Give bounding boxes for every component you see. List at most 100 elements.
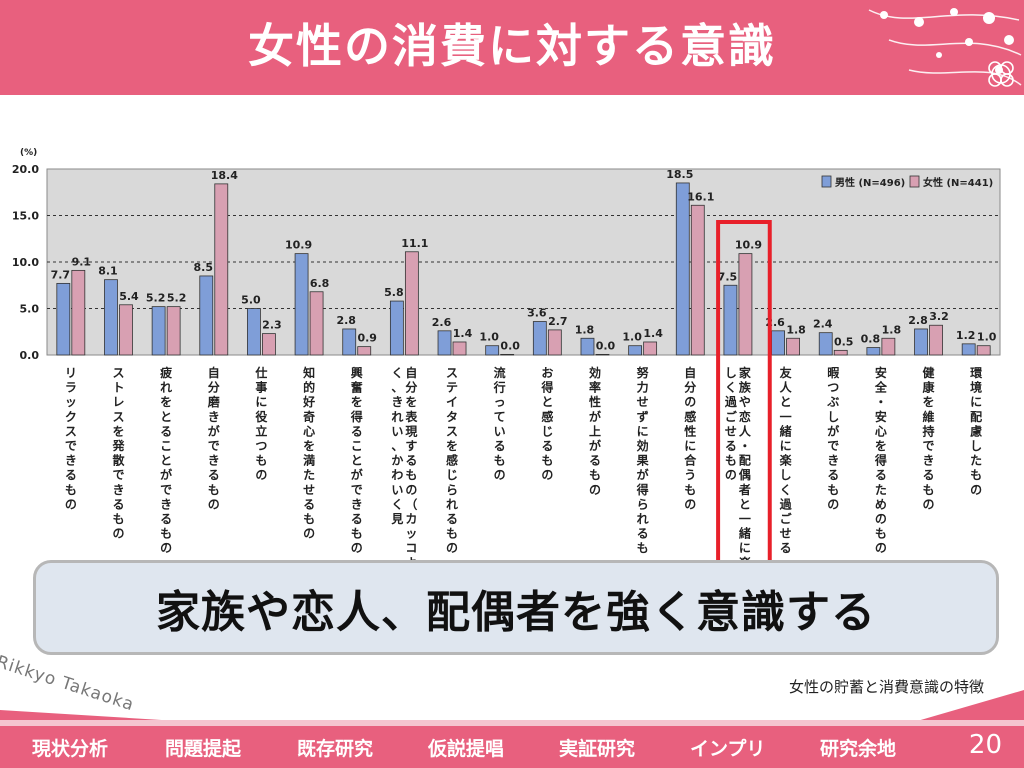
- y-tick-label: 20.0: [12, 163, 39, 176]
- data-label: 10.9: [735, 239, 762, 252]
- data-label: 2.6: [432, 316, 452, 329]
- bar: [547, 329, 562, 356]
- bar: [628, 345, 643, 356]
- bar: [675, 182, 690, 356]
- bar: [485, 345, 500, 356]
- bar: [357, 346, 372, 356]
- legend-swatch: [909, 175, 920, 188]
- nav-kasetsu-teisho[interactable]: 仮説提唱: [428, 738, 505, 760]
- category-label: 自分の感性に合うもの: [683, 365, 697, 511]
- data-label: 6.8: [310, 277, 330, 290]
- page-title: 女性の消費に対する意識: [248, 19, 776, 73]
- data-label: 10.9: [285, 239, 312, 252]
- nav-kenkyu-yochi[interactable]: 研究余地: [820, 738, 897, 760]
- data-label: 11.1: [401, 237, 428, 250]
- y-tick-label: 10.0: [12, 256, 39, 269]
- legend-swatch: [821, 175, 832, 188]
- bar: [119, 304, 133, 356]
- category-label: リラックスできるもの: [65, 366, 77, 511]
- bar: [929, 324, 943, 356]
- bar: [71, 269, 86, 356]
- category-label: く、きれい、かわいく見: [390, 366, 403, 526]
- bar: [404, 251, 419, 356]
- bar: [595, 353, 610, 356]
- nav-mondai-teiki[interactable]: 問題提起: [165, 738, 242, 760]
- nav-kison-kenkyu[interactable]: 既存研究: [297, 738, 374, 760]
- bar: [342, 328, 357, 356]
- category-label: 仕事に役立つもの: [254, 365, 267, 482]
- data-label: 2.8: [336, 314, 356, 327]
- chart-area: 20.0 15.0 10.0 5.0 0.0 (%) 7.7 9.1 リラックスできるもの 8.1…: [0, 140, 1024, 624]
- category-label: 暇つぶしができるもの: [826, 366, 839, 511]
- bar: [151, 306, 166, 356]
- data-label: 5.4: [119, 290, 139, 303]
- data-label: 1.0: [479, 331, 499, 344]
- data-label: 5.2: [167, 292, 187, 305]
- bar: [771, 330, 785, 356]
- bar: [166, 306, 181, 356]
- category-label: 流行っているもの: [493, 365, 506, 482]
- bar: [247, 308, 261, 356]
- y-tick-label: 5.0: [20, 303, 40, 316]
- bar: [389, 300, 404, 356]
- category-label: 健康を維持できるもの: [923, 365, 936, 511]
- data-label: 1.8: [786, 323, 806, 336]
- data-label: 0.9: [357, 332, 377, 345]
- category-label: 家族や恋人・配偶者と一緒に楽: [738, 365, 752, 560]
- bar: [881, 337, 896, 356]
- data-label: 8.5: [194, 261, 214, 274]
- callout-box: 家族や恋人、配偶者を強く意識する: [33, 560, 999, 655]
- data-label: 7.7: [51, 268, 71, 281]
- data-label: 1.4: [453, 327, 473, 340]
- data-label: 1.2: [956, 329, 976, 342]
- data-label: 1.8: [575, 323, 595, 336]
- nav-inpuri[interactable]: インプリ: [690, 738, 766, 760]
- data-label: 3.6: [527, 307, 547, 320]
- bar: [643, 341, 658, 356]
- bar: [500, 353, 515, 356]
- category-label: ステイタスを感じられるもの: [446, 366, 458, 555]
- data-label: 16.1: [687, 190, 714, 203]
- category-label: しく過ごせるもの: [724, 366, 738, 482]
- category-label: 効率性が上がるもの: [588, 365, 601, 497]
- bar-chart: 20.0 15.0 10.0 5.0 0.0 (%) 7.79.1 リラックスできるもの 8.1…: [12, 148, 1001, 624]
- bar: [866, 347, 881, 356]
- header-bar: [0, 0, 1024, 95]
- data-label: 2.4: [813, 318, 833, 331]
- data-label: 0.0: [596, 339, 616, 352]
- bar: [690, 204, 705, 356]
- bar: [56, 282, 71, 356]
- bar: [532, 321, 547, 356]
- data-label: 18.4: [211, 169, 238, 182]
- bar: [104, 279, 118, 356]
- flower-decoration-icon: [868, 8, 1022, 87]
- bar: [214, 183, 229, 356]
- bar: [580, 337, 595, 356]
- bar: [818, 332, 833, 356]
- page-number: 20: [968, 730, 1002, 760]
- data-label: 7.5: [718, 270, 738, 283]
- data-label: 1.4: [643, 327, 663, 340]
- y-tick-label: 15.0: [12, 210, 39, 223]
- data-label: 9.1: [72, 255, 92, 268]
- data-label: 3.2: [929, 310, 949, 323]
- data-label: 18.5: [666, 168, 693, 181]
- footer-divider: [0, 720, 1024, 726]
- data-label: 1.0: [977, 331, 997, 344]
- data-label: 2.3: [262, 319, 282, 332]
- bar: [786, 337, 800, 356]
- legend-label: 男性 (N=496): [835, 176, 905, 189]
- bar: [976, 345, 991, 356]
- nav-genjo-bunseki[interactable]: 現状分析: [32, 738, 109, 760]
- bar: [833, 349, 848, 356]
- category-label: 興奮を得ることができるもの: [350, 365, 363, 555]
- category-label: 安全・安心を得るためのもの: [874, 365, 888, 555]
- category-label: 努力せずに効果が得られるも: [636, 365, 649, 555]
- bar: [452, 341, 467, 356]
- data-label: 5.2: [146, 292, 166, 305]
- data-label: 5.0: [241, 294, 261, 307]
- bar: [738, 253, 753, 356]
- nav-jissho-kenkyu[interactable]: 実証研究: [559, 738, 636, 760]
- data-label: 2.8: [908, 314, 928, 327]
- data-label: 2.7: [548, 315, 568, 328]
